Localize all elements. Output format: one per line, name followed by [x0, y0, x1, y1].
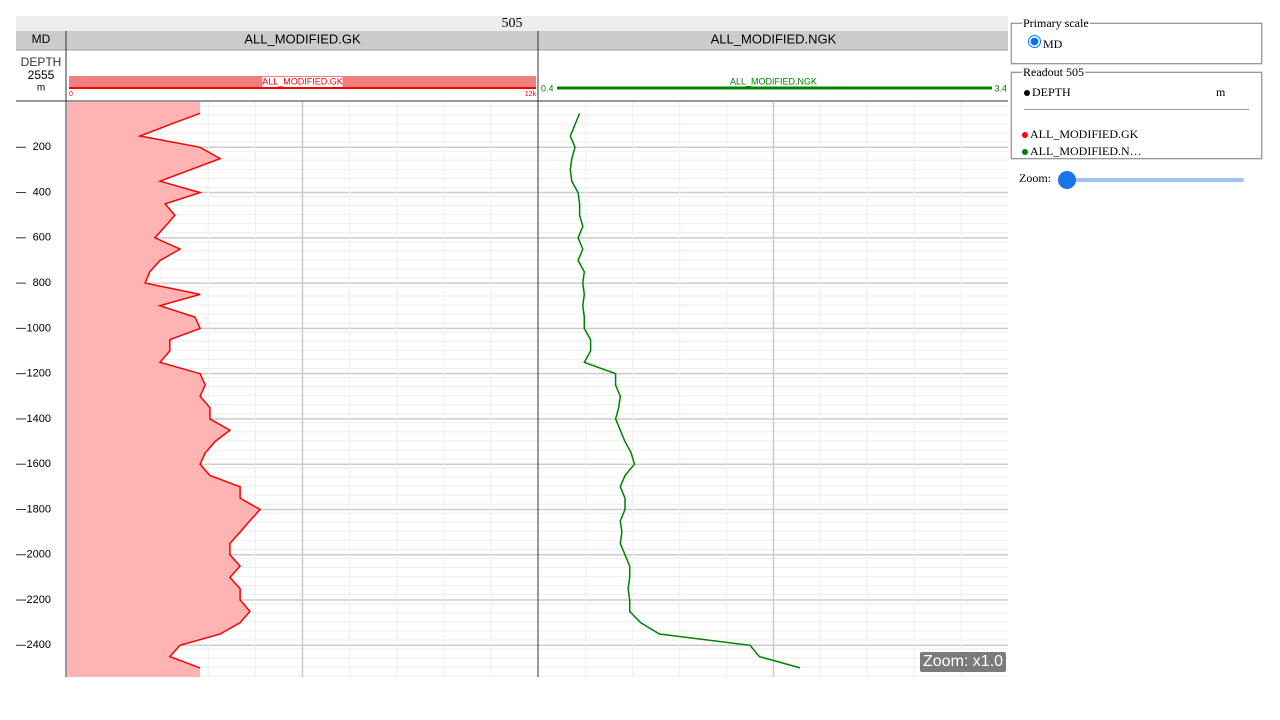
- header-bar: [16, 31, 1008, 50]
- readout-box: Readout 505 DEPTH m ALL_MODIFIED.GK ALL_MOD…: [1011, 65, 1262, 159]
- y-tick-label: 2000: [27, 549, 51, 561]
- readout-row: ALL_MODIFIED.N…: [1022, 143, 1251, 160]
- y-tick-label: 1600: [27, 458, 51, 470]
- y-tick-label: 800: [33, 277, 51, 289]
- log-viewer: 505 MD DEPTH 2555 m 200 400 600 800 1000 1200…: [16, 16, 1008, 677]
- readout-list: DEPTH m ALL_MODIFIED.GK ALL_MODIFIED.N…: [1022, 84, 1251, 160]
- scale-name: ALL_MODIFIED.NGK: [730, 76, 817, 86]
- y-tick-label: 1800: [27, 503, 51, 515]
- scale-tick-label: 3.4: [994, 83, 1007, 93]
- track-header: ALL_MODIFIED.GK: [244, 31, 361, 46]
- scale-tick-label: 0.4: [541, 83, 554, 93]
- radio-option[interactable]: MD: [1028, 35, 1063, 51]
- scale-name: ALL_MODIFIED.GK: [262, 76, 343, 86]
- title-bar: [16, 16, 1008, 31]
- primary-scale-box: Primary scale MD: [1011, 16, 1262, 64]
- scale-tick-label: 0: [69, 91, 73, 98]
- readout-row: ALL_MODIFIED.GK: [1022, 126, 1251, 143]
- y-tick-label: 1000: [27, 322, 51, 334]
- zoom-slider[interactable]: [1058, 171, 1244, 189]
- readout-label: DEPTH: [1032, 85, 1071, 99]
- scale-tick-label: 12k: [525, 91, 537, 98]
- depth-value: 2555: [28, 68, 55, 82]
- legend: Primary scale: [1023, 16, 1089, 30]
- depth-unit: m: [37, 83, 45, 94]
- readout-dot: [1024, 90, 1030, 97]
- depth-label: DEPTH: [21, 55, 62, 69]
- curve: [569, 113, 801, 669]
- curve-fill: [67, 102, 261, 677]
- track-header: ALL_MODIFIED.NGK: [711, 31, 837, 46]
- y-tick-label: 2400: [27, 639, 51, 651]
- y-tick-label: 200: [33, 141, 51, 153]
- legend: Readout 505: [1023, 65, 1084, 79]
- y-tick-label: 400: [33, 186, 51, 198]
- y-tick-label: 600: [33, 232, 51, 244]
- readout-dot: [1022, 149, 1028, 156]
- readout-label: ALL_MODIFIED.N…: [1030, 144, 1142, 158]
- readout-row: DEPTH m: [1024, 84, 1249, 110]
- readout-unit: m: [1216, 85, 1226, 99]
- y-tick-label: 1400: [27, 413, 51, 425]
- scale-header: MD: [32, 32, 51, 46]
- radio[interactable]: [1028, 35, 1041, 48]
- title: 505: [502, 16, 523, 31]
- curve: [137, 112, 262, 669]
- zoom-indicator: Zoom: x1.0: [920, 652, 1007, 672]
- readout-dot: [1022, 132, 1028, 139]
- scale-name-bg: [262, 77, 343, 87]
- y-tick-label: 1200: [27, 368, 51, 380]
- readout-label: ALL_MODIFIED.GK: [1030, 127, 1139, 141]
- radio-label: MD: [1043, 37, 1063, 51]
- zoom-thumb[interactable]: [1058, 171, 1076, 189]
- y-tick-label: 2200: [27, 594, 51, 606]
- zoom-label: Zoom:: [1019, 171, 1051, 185]
